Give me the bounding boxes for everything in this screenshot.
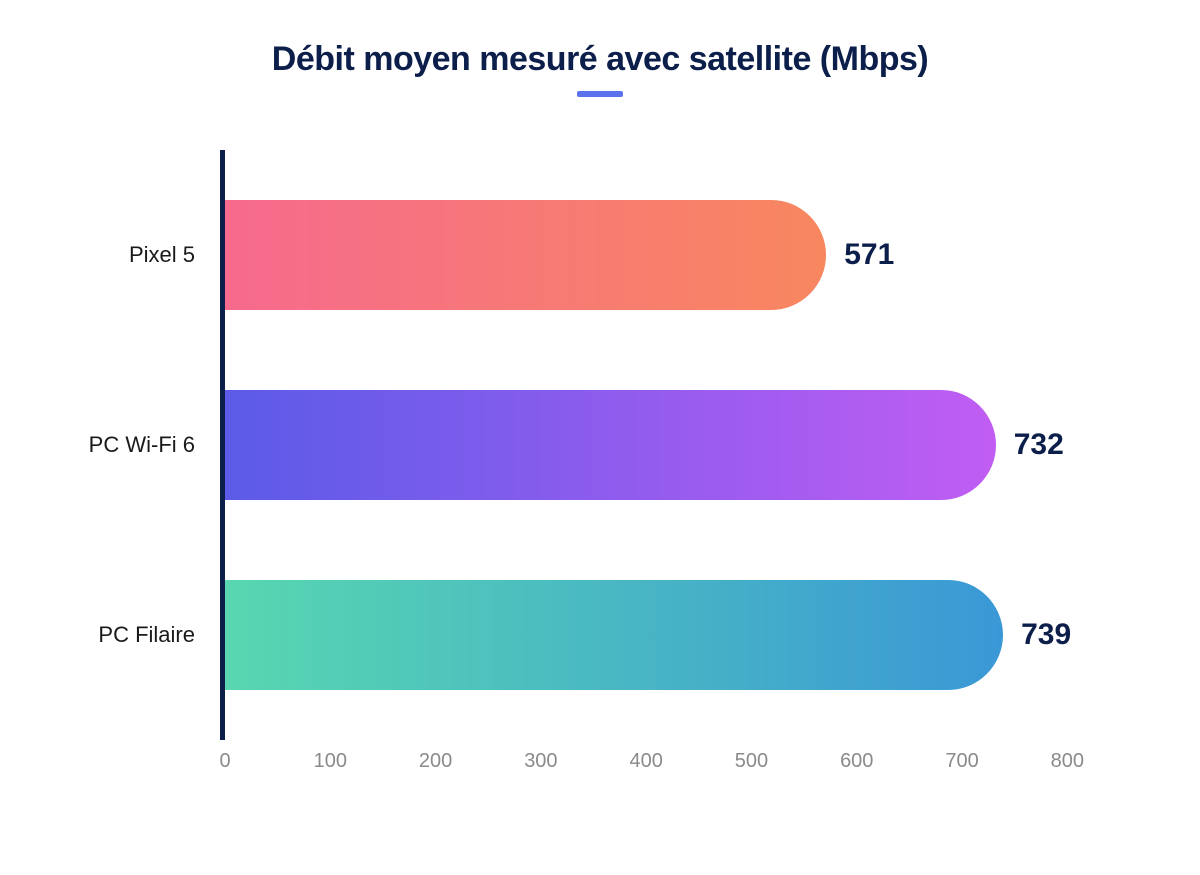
x-tick: 200 xyxy=(419,750,452,773)
bar-row: PC Filaire739 xyxy=(225,580,1071,690)
category-label: Pixel 5 xyxy=(129,242,195,268)
x-tick: 100 xyxy=(314,750,347,773)
value-label: 571 xyxy=(844,238,894,272)
title-underline xyxy=(577,91,623,97)
bars-group: Pixel 5571 PC Wi-Fi 6732 PC Filaire739 xyxy=(225,150,1120,740)
x-tick: 0 xyxy=(219,750,230,773)
x-axis: 0 100 200 300 400 500 600 700 800 xyxy=(220,750,1120,780)
x-tick: 500 xyxy=(735,750,768,773)
value-label: 732 xyxy=(1014,428,1064,462)
x-tick: 600 xyxy=(840,750,873,773)
x-tick: 400 xyxy=(629,750,662,773)
category-label: PC Wi-Fi 6 xyxy=(89,432,195,458)
x-tick: 300 xyxy=(524,750,557,773)
bar xyxy=(225,390,996,500)
x-tick: 800 xyxy=(1051,750,1084,773)
bar-row: Pixel 5571 xyxy=(225,200,894,310)
plot-area: Pixel 5571PC Wi-Fi 6732PC Filaire739 010… xyxy=(220,150,1120,740)
bar xyxy=(225,580,1003,690)
bar xyxy=(225,200,826,310)
bar-row: PC Wi-Fi 6732 xyxy=(225,390,1064,500)
x-tick: 700 xyxy=(945,750,978,773)
chart-container: Débit moyen mesuré avec satellite (Mbps)… xyxy=(0,0,1200,875)
value-label: 739 xyxy=(1021,618,1071,652)
category-label: PC Filaire xyxy=(98,622,195,648)
chart-title: Débit moyen mesuré avec satellite (Mbps) xyxy=(60,40,1140,79)
